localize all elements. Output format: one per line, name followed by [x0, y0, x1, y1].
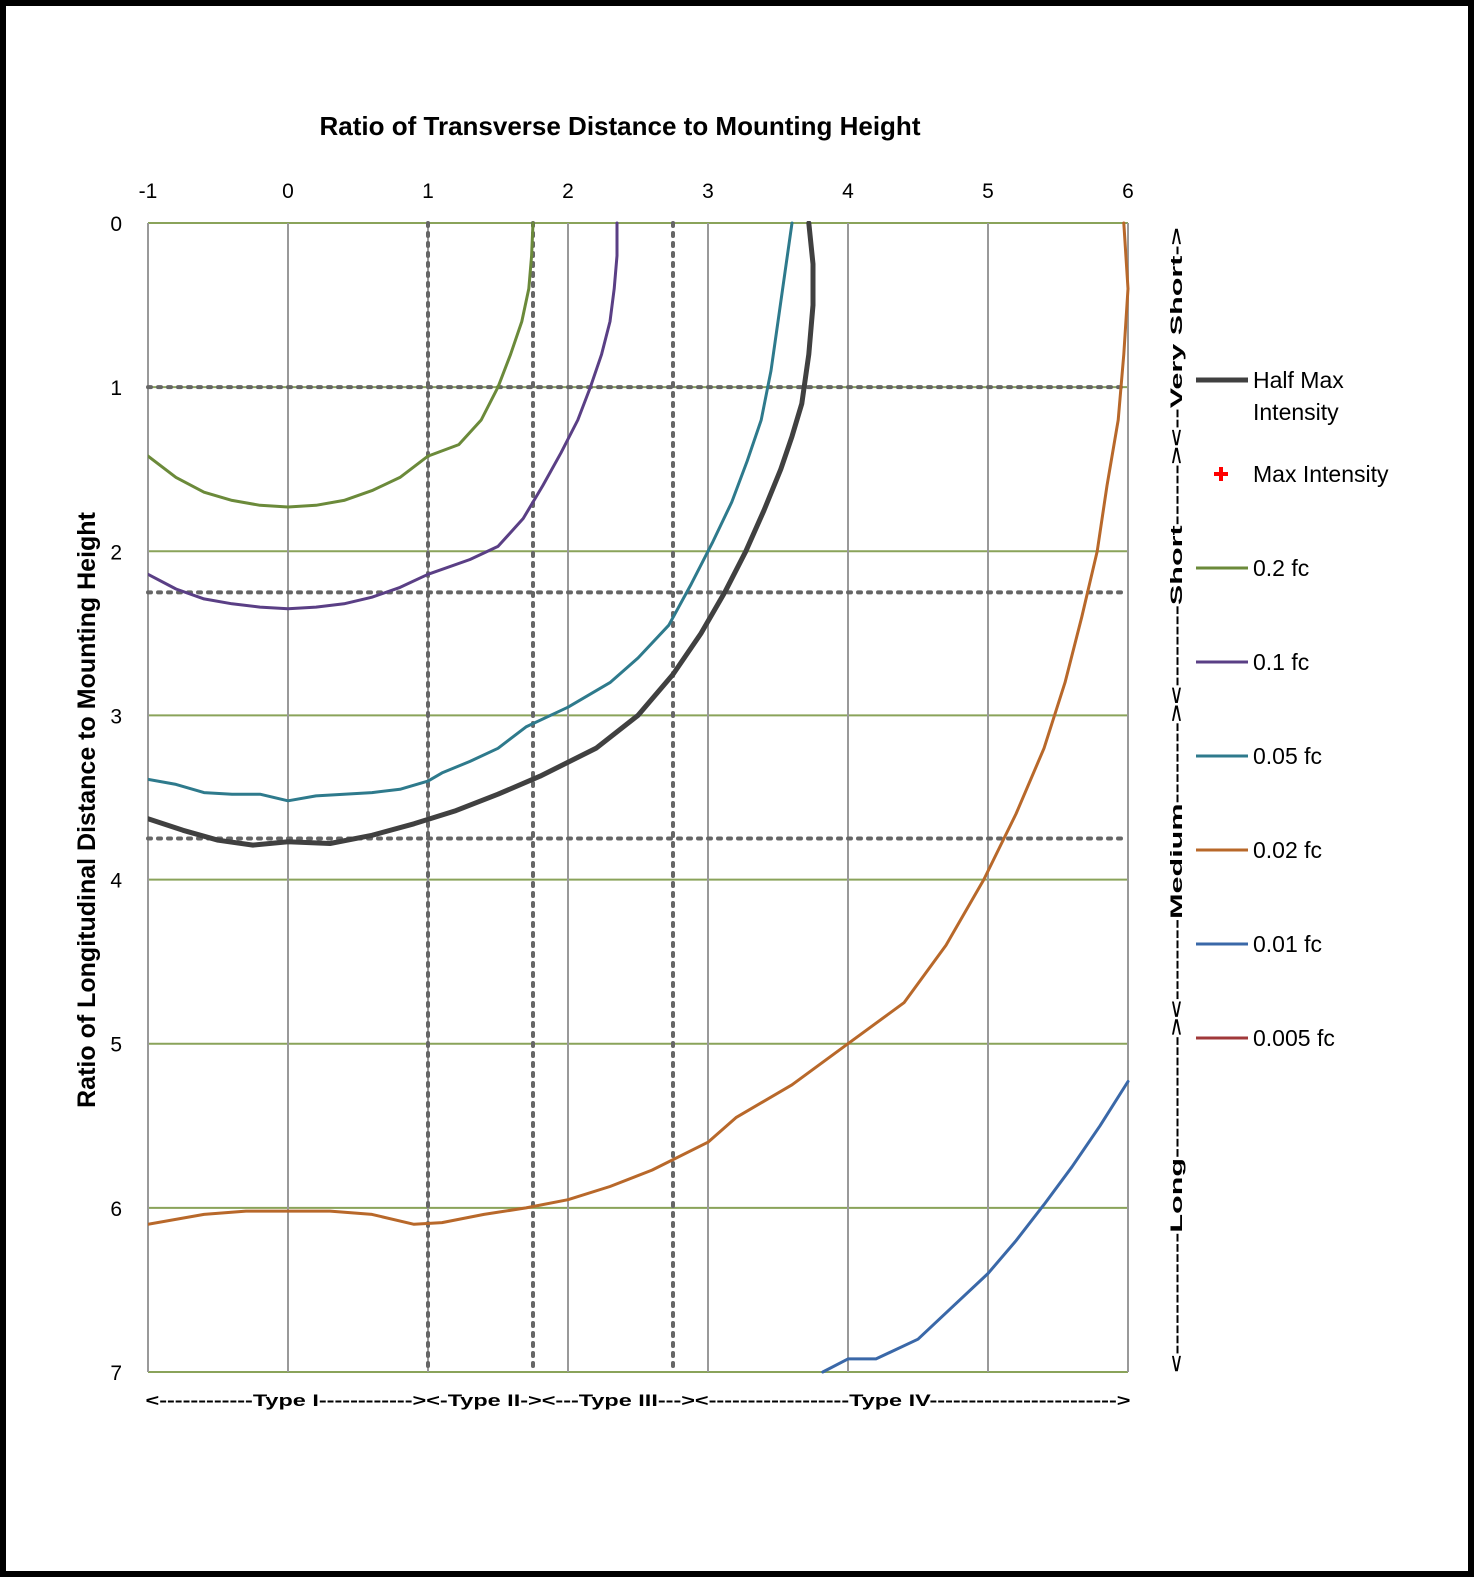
y-tick-label: 5 — [110, 1034, 122, 1057]
legend-label-0-02-fc: 0.02 fc — [1253, 837, 1322, 863]
legend: Half Max Intensity Max Intensity 0.2 fc 0.1 … — [1196, 367, 1389, 1051]
y-tick-label: 2 — [110, 541, 122, 564]
legend-label-0-01-fc: 0.01 fc — [1253, 931, 1322, 957]
y-tick-label: 7 — [110, 1362, 122, 1385]
legend-marker-max-intensity — [1214, 467, 1228, 481]
y-tick-label: 1 — [110, 377, 122, 400]
series-line-0-05-fc — [148, 221, 794, 803]
right-band-label: <------------Long------------><--------M… — [1167, 227, 1186, 1372]
bottom-band-label: <------------Type I------------><-Type I… — [146, 1391, 1131, 1410]
legend-label-line: Half Max — [1253, 367, 1344, 393]
series-line-0-02-fc — [148, 221, 1130, 1226]
x-tick-label: 1 — [422, 180, 434, 203]
series-line-0-2-fc — [148, 221, 535, 509]
legend-label-line: Intensity — [1253, 399, 1339, 425]
tick-labels: -1 0 1 2 3 4 5 6 0 1 2 3 4 5 6 7 — [110, 180, 1134, 1385]
series-line-0-1-fc — [148, 221, 619, 611]
y-tick-label: 3 — [110, 705, 122, 728]
x-tick-label: 3 — [702, 180, 714, 203]
x-tick-label: -1 — [139, 180, 158, 203]
reference-lines — [146, 221, 1130, 1374]
legend-label-half-max-intensity: Half Max Intensity — [1253, 367, 1344, 425]
x-tick-label: 4 — [842, 180, 854, 203]
x-tick-label: 5 — [982, 180, 994, 203]
chart-title: Ratio of Transverse Distance to Mounting… — [320, 111, 921, 141]
legend-label-0-005-fc: 0.005 fc — [1253, 1025, 1335, 1051]
x-tick-label: 0 — [282, 180, 294, 203]
series-line-0-01-fc — [821, 1080, 1130, 1374]
legend-label-0-05-fc: 0.05 fc — [1253, 743, 1322, 769]
x-tick-label: 2 — [562, 180, 574, 203]
legend-label-max-intensity: Max Intensity — [1253, 461, 1389, 487]
legend-label-0-2-fc: 0.2 fc — [1253, 555, 1309, 581]
grid-lines — [147, 222, 1129, 1373]
x-tick-label: 6 — [1122, 180, 1134, 203]
series-layer — [148, 221, 1130, 1374]
y-tick-label: 0 — [110, 213, 122, 236]
legend-label-0-1-fc: 0.1 fc — [1253, 649, 1309, 675]
y-tick-label: 4 — [110, 870, 122, 893]
y-tick-label: 6 — [110, 1198, 122, 1221]
series-line-half-max-intensity — [148, 221, 816, 848]
y-axis-label: Ratio of Longitudinal Distance to Mounti… — [73, 511, 101, 1107]
